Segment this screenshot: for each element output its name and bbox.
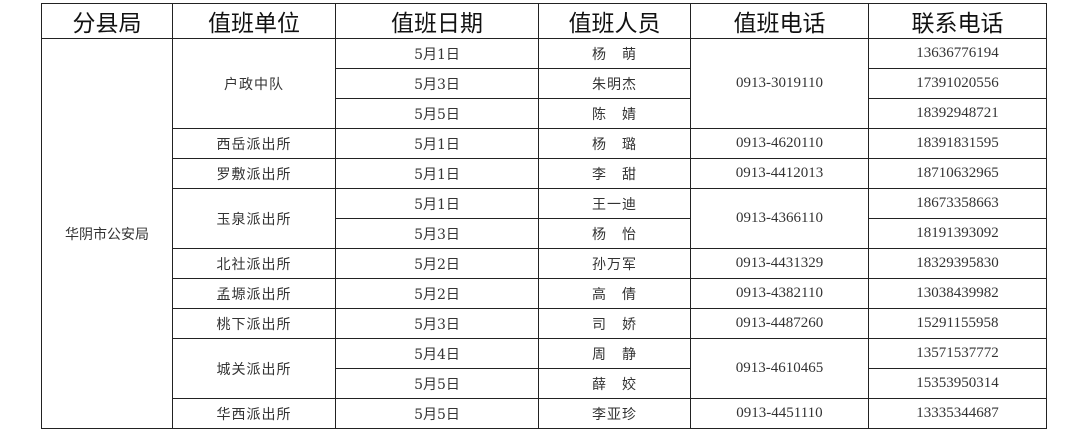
unit-cell: 城关派出所 bbox=[172, 338, 336, 399]
date-cell: 5月1日 bbox=[335, 128, 539, 159]
person-cell: 王一迪 bbox=[538, 188, 691, 219]
date-cell: 5月4日 bbox=[335, 338, 539, 369]
header-duty-phone: 值班电话 bbox=[690, 3, 869, 39]
date-cell: 5月3日 bbox=[335, 68, 539, 99]
person-cell: 薛 姣 bbox=[538, 368, 691, 399]
table-row: 桃下派出所 5月3日司 娇 0913-4487260 15291155958 bbox=[42, 308, 1047, 339]
header-unit: 值班单位 bbox=[172, 3, 336, 39]
header-date: 值班日期 bbox=[335, 3, 539, 39]
person-cell: 李 甜 bbox=[538, 158, 691, 189]
date-cell: 5月5日 bbox=[335, 398, 539, 429]
table-row: 5月5日薛 姣 15353950314 bbox=[42, 368, 1047, 399]
person-cell: 陈 婧 bbox=[538, 98, 691, 129]
contact-phone-cell: 15353950314 bbox=[868, 368, 1047, 399]
contact-phone-cell: 15291155958 bbox=[868, 308, 1047, 339]
table-row: 5月3日杨 怡 18191393092 bbox=[42, 218, 1047, 249]
table-row: 玉泉派出所 5月1日 王一迪 0913-4366110 18673358663 bbox=[42, 188, 1047, 249]
duty-phone-cell: 0913-4620110 bbox=[690, 128, 869, 159]
table-row: 华阴市公安局 户政中队 5月1日杨 萌 0913-3019110 13636776194 bbox=[41, 38, 1047, 429]
table-row: 北社派出所 5月2日 孙万军 0913-4431329 18329395830 bbox=[42, 248, 1047, 279]
date-cell: 5月5日 bbox=[335, 98, 539, 129]
duty-phone-cell: 0913-4487260 bbox=[690, 308, 869, 339]
table-row: 罗敷派出所 5月1日李 甜 0913-4412013 18710632965 bbox=[42, 158, 1047, 189]
person-cell: 孙万军 bbox=[538, 248, 691, 279]
table-row: 5月5日陈 婧 18392948721 bbox=[42, 98, 1047, 129]
person-cell: 杨 怡 bbox=[538, 218, 691, 249]
contact-phone-cell: 18710632965 bbox=[868, 158, 1047, 189]
unit-cell: 西岳派出所 bbox=[172, 128, 336, 159]
duty-phone-cell: 0913-4366110 bbox=[690, 188, 869, 249]
unit-cell: 孟塬派出所 bbox=[172, 278, 336, 309]
table-row: 城关派出所 5月4日周 静 0913-4610465 13571537772 bbox=[42, 338, 1047, 399]
unit-cell: 户政中队 bbox=[172, 38, 336, 129]
unit-cell: 罗敷派出所 bbox=[172, 158, 336, 189]
table-row: 西岳派出所 5月1日杨 璐 0913-4620110 18391831595 bbox=[42, 128, 1047, 159]
contact-phone-cell: 17391020556 bbox=[868, 68, 1047, 99]
date-cell: 5月3日 bbox=[335, 218, 539, 249]
contact-phone-cell: 18191393092 bbox=[868, 218, 1047, 249]
table-row: 孟塬派出所 5月2日高 倩 0913-4382110 13038439982 bbox=[42, 278, 1047, 309]
header-row: 分县局 值班单位 值班日期 值班人员 值班电话 联系电话 bbox=[41, 3, 1047, 39]
duty-phone-cell: 0913-4382110 bbox=[690, 278, 869, 309]
duty-phone-cell: 0913-4431329 bbox=[690, 248, 869, 279]
date-cell: 5月1日 bbox=[335, 158, 539, 189]
person-cell: 高 倩 bbox=[538, 278, 691, 309]
contact-phone-cell: 18392948721 bbox=[868, 98, 1047, 129]
header-person: 值班人员 bbox=[538, 3, 691, 39]
unit-cell: 北社派出所 bbox=[172, 248, 336, 279]
person-cell: 李亚珍 bbox=[538, 398, 691, 429]
contact-phone-cell: 13636776194 bbox=[868, 38, 1047, 69]
date-cell: 5月2日 bbox=[335, 278, 539, 309]
person-cell: 杨 萌 bbox=[538, 38, 691, 69]
date-cell: 5月5日 bbox=[335, 368, 539, 399]
duty-phone-cell: 0913-3019110 bbox=[690, 38, 869, 129]
person-cell: 司 娇 bbox=[538, 308, 691, 339]
bureau-cell: 华阴市公安局 bbox=[41, 38, 173, 429]
unit-cell: 玉泉派出所 bbox=[172, 188, 336, 249]
header-contact-phone: 联系电话 bbox=[868, 3, 1047, 39]
date-cell: 5月1日 bbox=[335, 188, 539, 219]
person-cell: 周 静 bbox=[538, 338, 691, 369]
duty-roster-table: 分县局 值班单位 值班日期 值班人员 值班电话 联系电话 华阴市公安局 户政中队 5… bbox=[41, 3, 1047, 429]
date-cell: 5月1日 bbox=[335, 38, 539, 69]
contact-phone-cell: 13038439982 bbox=[868, 278, 1047, 309]
contact-phone-cell: 18329395830 bbox=[868, 248, 1047, 279]
contact-phone-cell: 18391831595 bbox=[868, 128, 1047, 159]
duty-phone-cell: 0913-4451110 bbox=[690, 398, 869, 429]
person-cell: 朱明杰 bbox=[538, 68, 691, 99]
contact-phone-cell: 18673358663 bbox=[868, 188, 1047, 219]
table-row: 5月3日 朱明杰 17391020556 bbox=[42, 68, 1047, 99]
contact-phone-cell: 13335344687 bbox=[868, 398, 1047, 429]
date-cell: 5月3日 bbox=[335, 308, 539, 339]
table-body: 华阴市公安局 户政中队 5月1日杨 萌 0913-3019110 13636776194… bbox=[41, 38, 1047, 429]
person-cell: 杨 璐 bbox=[538, 128, 691, 159]
duty-phone-cell: 0913-4412013 bbox=[690, 158, 869, 189]
duty-phone-cell: 0913-4610465 bbox=[690, 338, 869, 399]
contact-phone-cell: 13571537772 bbox=[868, 338, 1047, 369]
table-row: 华西派出所 5月5日 李亚珍 0913-4451110 13335344687 bbox=[42, 398, 1047, 429]
date-cell: 5月2日 bbox=[335, 248, 539, 279]
unit-cell: 桃下派出所 bbox=[172, 308, 336, 339]
unit-cell: 华西派出所 bbox=[172, 398, 336, 429]
header-bureau: 分县局 bbox=[41, 3, 173, 39]
